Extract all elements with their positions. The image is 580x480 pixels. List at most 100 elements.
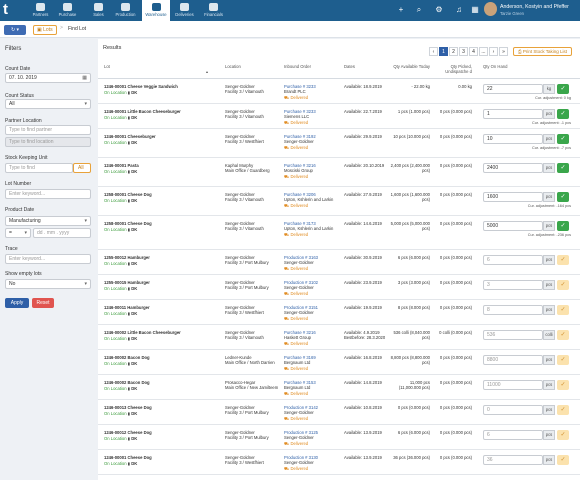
- column-header-dates[interactable]: Dates: [344, 64, 355, 69]
- confirm-count-button[interactable]: ✓: [557, 84, 569, 94]
- apps-icon[interactable]: ▦: [471, 5, 479, 14]
- nav-partners[interactable]: Partners: [28, 0, 53, 21]
- column-header-qty-on-hand[interactable]: Qty On Hand: [483, 64, 508, 69]
- column-header-inbound-order[interactable]: Inbound Order: [284, 64, 312, 69]
- lot-name[interactable]: 1255-00015 Hamburger: [104, 280, 150, 285]
- confirm-count-button[interactable]: ✓: [557, 355, 569, 365]
- on-location-link[interactable]: On Location: [104, 361, 127, 366]
- nav-purchase[interactable]: Purchase: [55, 0, 80, 21]
- notifications-icon[interactable]: ♫: [456, 5, 462, 14]
- lot-name[interactable]: 1246-00001 Little Bacon Cheeseburger: [104, 109, 181, 114]
- lot-number-input[interactable]: Enter keyword...: [5, 189, 91, 199]
- show-empty-select[interactable]: No ▾: [5, 279, 91, 289]
- apply-button[interactable]: Apply: [5, 298, 29, 308]
- product-date-type-select[interactable]: Manufacturing ▾: [5, 216, 91, 226]
- confirm-count-button[interactable]: ✓: [557, 134, 569, 144]
- order-number-link[interactable]: Production # 3142: [284, 405, 318, 410]
- order-number-link[interactable]: Purchase # 3216: [284, 330, 316, 335]
- lot-name[interactable]: 1255-00012 Hamburger: [104, 255, 150, 260]
- count-date-input[interactable]: 07. 10. 2019 ▦: [5, 73, 91, 83]
- search-icon[interactable]: ⌕: [416, 5, 422, 14]
- lot-name[interactable]: 1246-00002 Little Bacon Cheeseburger: [104, 330, 181, 335]
- confirm-count-button[interactable]: ✓: [557, 380, 569, 390]
- qty-on-hand-input[interactable]: 8: [483, 305, 543, 315]
- confirm-count-button[interactable]: ✓: [557, 109, 569, 119]
- lots-button[interactable]: ▣ Lots: [33, 25, 57, 35]
- on-location-link[interactable]: On Location: [104, 386, 127, 391]
- column-header-qty-picked[interactable]: Qty Picked, Undispatche d: [445, 64, 472, 74]
- confirm-count-button[interactable]: ✓: [557, 330, 569, 340]
- on-location-link[interactable]: On Location: [104, 286, 127, 291]
- order-number-link[interactable]: Production # 3151: [284, 305, 318, 310]
- qty-on-hand-input[interactable]: 22: [483, 84, 543, 94]
- on-location-link[interactable]: On Location: [104, 227, 127, 232]
- add-icon[interactable]: +: [398, 5, 404, 14]
- lot-name[interactable]: 1246-00001 Cheese Dog: [104, 455, 152, 460]
- page-ellipsis[interactable]: ...: [479, 47, 488, 56]
- qty-on-hand-input[interactable]: 1: [483, 109, 543, 119]
- settings-icon[interactable]: ⚙: [435, 5, 443, 14]
- column-header-qty-available[interactable]: Qty Available Today: [393, 64, 430, 69]
- app-logo[interactable]: t: [3, 1, 8, 18]
- on-location-link[interactable]: On Location: [104, 411, 127, 416]
- sku-input[interactable]: Type to find: [5, 163, 73, 173]
- qty-on-hand-input[interactable]: 10: [483, 134, 543, 144]
- nav-sales[interactable]: Sales: [86, 0, 111, 21]
- order-number-link[interactable]: Production # 3102: [284, 280, 318, 285]
- order-number-link[interactable]: Purchase # 3169: [284, 355, 316, 360]
- partner-input[interactable]: Type to find partner: [5, 125, 91, 135]
- order-number-link[interactable]: Purchase # 3192: [284, 134, 316, 139]
- lot-name[interactable]: 1258-00001 Cheese Dog: [104, 192, 152, 197]
- order-number-link[interactable]: Purchase # 3173: [284, 221, 316, 226]
- order-number-link[interactable]: Purchase # 3153: [284, 380, 316, 385]
- confirm-count-button[interactable]: ✓: [557, 430, 569, 440]
- confirm-count-button[interactable]: ✓: [557, 255, 569, 265]
- on-location-link[interactable]: On Location: [104, 140, 127, 145]
- sku-all-button[interactable]: All: [73, 163, 91, 173]
- on-location-link[interactable]: On Location: [104, 90, 127, 95]
- on-location-link[interactable]: On Location: [104, 461, 127, 466]
- confirm-count-button[interactable]: ✓: [557, 163, 569, 173]
- on-location-link[interactable]: On Location: [104, 436, 127, 441]
- on-location-link[interactable]: On Location: [104, 115, 127, 120]
- order-number-link[interactable]: Production # 3163: [284, 255, 318, 260]
- nav-warehouse[interactable]: Warehouse: [142, 0, 170, 21]
- page-last[interactable]: »: [499, 47, 508, 56]
- qty-on-hand-input[interactable]: 3: [483, 280, 543, 290]
- order-number-link[interactable]: Purchase # 3216: [284, 163, 316, 168]
- confirm-count-button[interactable]: ✓: [557, 221, 569, 231]
- lot-name[interactable]: 1258-00001 Cheese Dog: [104, 221, 152, 226]
- page-2[interactable]: 2: [449, 47, 458, 56]
- count-status-select[interactable]: All ▾: [5, 99, 91, 109]
- order-number-link[interactable]: Purchase # 3233: [284, 84, 316, 89]
- product-date-input[interactable]: dd . mm . yyyy: [33, 228, 91, 238]
- page-prev[interactable]: ‹: [429, 47, 438, 56]
- reset-button[interactable]: Reset: [32, 298, 54, 308]
- page-3[interactable]: 3: [459, 47, 468, 56]
- location-input[interactable]: Type to find location: [5, 137, 91, 147]
- nav-production[interactable]: Production: [113, 0, 138, 21]
- qty-on-hand-input[interactable]: 36: [483, 455, 543, 465]
- page-4[interactable]: 4: [469, 47, 478, 56]
- on-location-link[interactable]: On Location: [104, 261, 127, 266]
- on-location-link[interactable]: On Location: [104, 336, 127, 341]
- lot-name[interactable]: 1246-00002 Bacon Dog: [104, 380, 150, 385]
- order-number-link[interactable]: Production # 3125: [284, 430, 318, 435]
- nav-deliveries[interactable]: Deliveries: [172, 0, 197, 21]
- page-1[interactable]: 1: [439, 47, 448, 56]
- qty-on-hand-input[interactable]: 0: [483, 405, 543, 415]
- order-number-link[interactable]: Purchase # 3206: [284, 192, 316, 197]
- lot-name[interactable]: 1246-00001 Cheese Veggie Sandwich: [104, 84, 178, 89]
- on-location-link[interactable]: On Location: [104, 311, 127, 316]
- confirm-count-button[interactable]: ✓: [557, 405, 569, 415]
- qty-on-hand-input[interactable]: 5000: [483, 221, 543, 231]
- user-name[interactable]: Anderson, Kostyin and Pfeffer: [500, 4, 569, 10]
- lot-name[interactable]: 1246-00013 Cheese Dog: [104, 405, 152, 410]
- lot-name[interactable]: 1246-00001 Cheeseburger: [104, 134, 156, 139]
- product-date-operator-select[interactable]: = ▾: [5, 228, 31, 238]
- confirm-count-button[interactable]: ✓: [557, 305, 569, 315]
- on-location-link[interactable]: On Location: [104, 198, 127, 203]
- lot-name[interactable]: 1246-00011 Hamburger: [104, 305, 150, 310]
- confirm-count-button[interactable]: ✓: [557, 455, 569, 465]
- lot-name[interactable]: 1246-00012 Cheese Dog: [104, 430, 152, 435]
